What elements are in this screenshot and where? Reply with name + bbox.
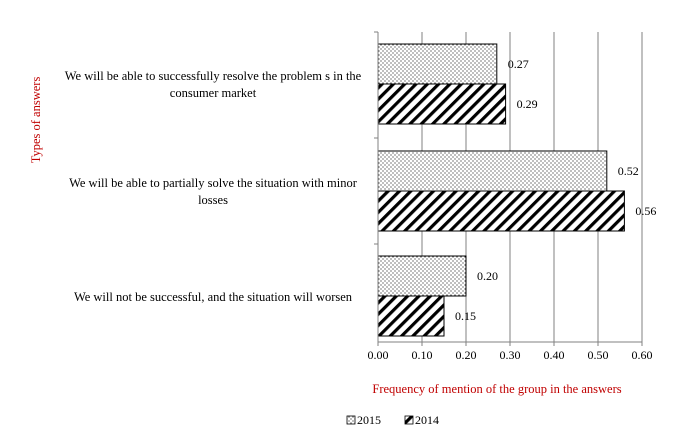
legend-label: 2015 <box>357 413 381 427</box>
bars <box>377 43 625 337</box>
data-label: 0.29 <box>517 97 538 111</box>
legend-swatch-2015 <box>346 415 356 425</box>
legend: 2015 2014 <box>346 413 439 427</box>
labels: 0.00 0.10 0.20 0.30 0.40 0.50 0.60 0.27 0.29 0.52… <box>29 57 656 396</box>
y-axis-title: Types of answers <box>29 77 43 164</box>
bar-2014 <box>377 295 445 337</box>
data-label: 0.15 <box>455 309 476 323</box>
category-label: We will be able to partially solve the s… <box>69 176 358 190</box>
category-label: We will not be successful, and the situa… <box>74 290 353 304</box>
x-tick-label: 0.20 <box>456 348 477 362</box>
category-label: We will be able to successfully resolve … <box>65 69 362 83</box>
bar-2015 <box>377 150 608 192</box>
legend-label: 2014 <box>415 413 439 427</box>
bar-2014 <box>377 190 625 232</box>
data-label: 0.56 <box>635 204 656 218</box>
data-label: 0.52 <box>618 164 639 178</box>
data-label: 0.27 <box>508 57 529 71</box>
x-tick-label: 0.40 <box>544 348 565 362</box>
x-axis-title: Frequency of mention of the group in the… <box>372 382 621 396</box>
x-tick-label: 0.60 <box>632 348 653 362</box>
legend-swatch-2014 <box>404 415 414 425</box>
bar-2014 <box>377 83 507 125</box>
data-label: 0.20 <box>477 269 498 283</box>
x-tick-label: 0.30 <box>500 348 521 362</box>
category-label: consumer market <box>170 86 257 100</box>
bar-2015 <box>377 43 498 85</box>
x-tick-label: 0.10 <box>412 348 433 362</box>
bar-2015 <box>377 255 467 297</box>
x-tick-label: 0.00 <box>368 348 389 362</box>
axes <box>374 31 643 346</box>
category-label: losses <box>198 193 228 207</box>
x-tick-label: 0.50 <box>588 348 609 362</box>
